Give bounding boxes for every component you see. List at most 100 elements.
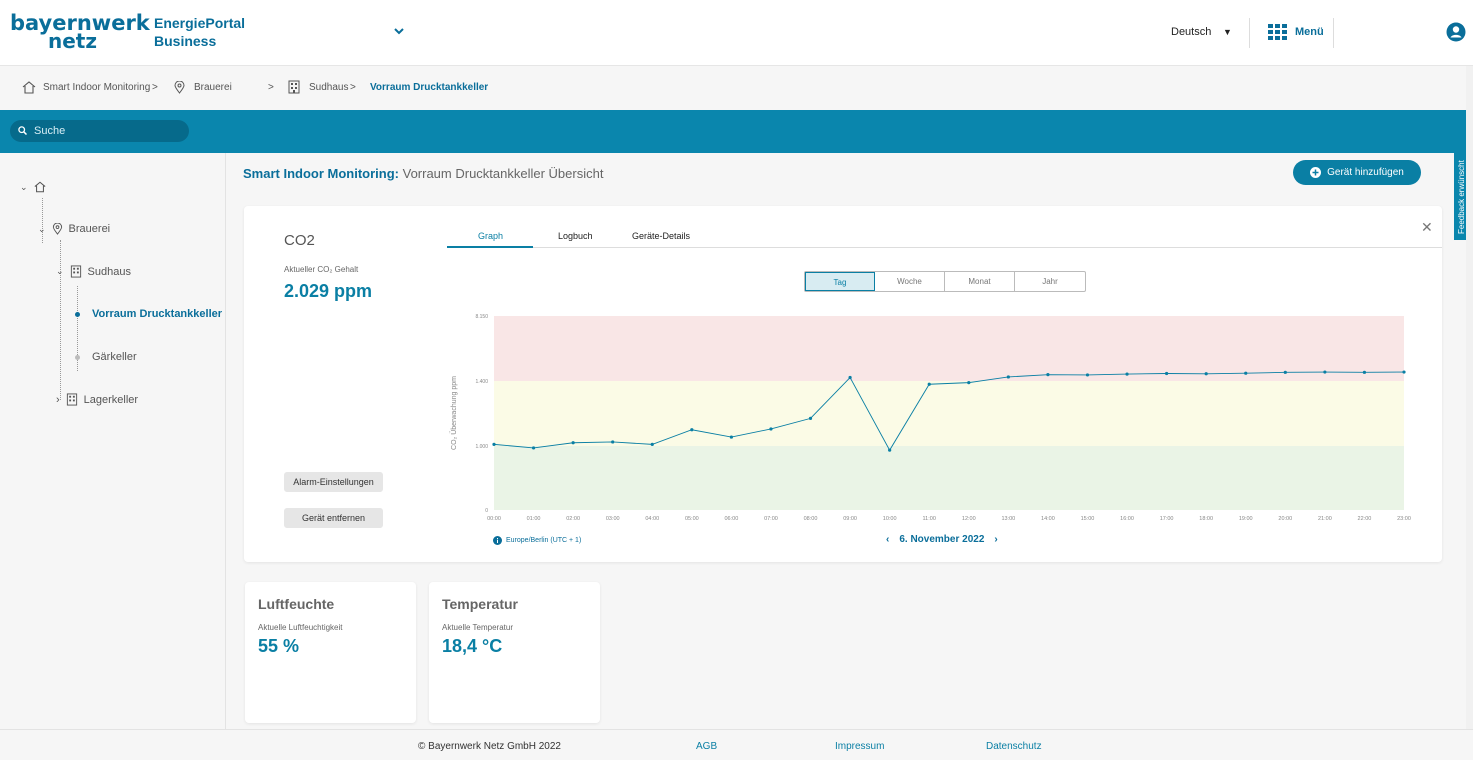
breadcrumb-item-sudhaus[interactable]: Sudhaus [309,82,349,93]
tree-item-lagerkeller[interactable]: › Lagerkeller [56,393,138,406]
agb-link[interactable]: AGB [696,741,718,752]
x-tick-label: 13:00 [1001,516,1015,522]
active-dot-icon [75,311,80,317]
co2-sub-label: Aktueller CO₂ Gehalt [284,265,359,274]
tree-item-label: Brauerei [68,223,111,235]
x-tick-label: 15:00 [1081,516,1095,522]
x-tick-label: 22:00 [1358,516,1372,522]
datenschutz-link[interactable]: Datenschutz [986,741,1042,752]
temperature-title: Temperatur [442,596,518,612]
co2-card: CO2 Aktueller CO₂ Gehalt 2.029 ppm Alarm… [244,206,1442,562]
impressum-link[interactable]: Impressum [835,741,885,752]
tree-item-brauerei[interactable]: ⌄ Brauerei [38,223,110,235]
temperature-card[interactable]: Temperatur Aktuelle Temperatur 18,4 °C [429,582,600,723]
breadcrumb-item-monitoring[interactable]: Smart Indoor Monitoring [43,82,151,93]
tab-geraete-details[interactable]: Geräte-Details [632,231,691,241]
chevron-down-icon[interactable] [392,24,406,38]
top-bar: bayernwerk netz EnergiePortal Business D… [0,0,1473,66]
period-tag[interactable]: Tag [805,272,875,291]
tree-root[interactable]: ⌄ [20,181,46,193]
x-tick-label: 03:00 [606,516,620,522]
location-pin-icon [174,81,185,94]
x-tick-label: 18:00 [1199,516,1213,522]
chevron-right-icon[interactable]: › [56,393,60,406]
co2-data-point [1165,371,1169,376]
x-tick-label: 23:00 [1397,516,1411,522]
copyright: © Bayernwerk Netz GmbH 2022 [418,741,561,752]
x-tick-label: 01:00 [527,516,541,522]
chevron-down-icon[interactable]: ⌄ [20,181,28,192]
tab-graph[interactable]: Graph [478,231,504,241]
co2-data-point [690,428,694,432]
search-placeholder: Suche [34,125,66,137]
temperature-sub-label: Aktuelle Temperatur [442,623,513,632]
add-device-button[interactable]: Gerät hinzufügen [1293,160,1421,185]
tree-line [42,198,43,243]
language-select[interactable]: Deutsch [1171,26,1212,38]
caret-down-icon[interactable]: ▼ [1223,27,1232,37]
breadcrumb-current: Vorraum Drucktankkeller [370,82,489,93]
search-input[interactable]: Suche [10,120,189,142]
humidity-card[interactable]: Luftfeuchte Aktuelle Luftfeuchtigkeit 55… [245,582,416,723]
humidity-value: 55 % [258,636,300,656]
co2-data-point [571,441,575,445]
co2-data-point [1244,371,1248,375]
co2-data-point [848,375,852,380]
period-monat[interactable]: Monat [945,272,1015,291]
breadcrumb-item-brauerei[interactable]: Brauerei [194,82,232,93]
x-tick-label: 10:00 [883,516,897,522]
portal-switcher[interactable]: EnergiePortal Business [154,14,245,50]
dot-icon [75,354,80,360]
period-jahr[interactable]: Jahr [1042,277,1058,286]
co2-data-point [1362,370,1367,374]
x-tick-label: 19:00 [1239,516,1253,522]
footer: © Bayernwerk Netz GmbH 2022 AGB Impressu… [0,729,1473,760]
location-pin-icon [52,223,62,235]
tree-item-gaerkeller[interactable]: Gärkeller [75,351,137,363]
grid-menu-icon[interactable] [1268,24,1288,40]
info-icon [493,536,502,545]
y-tick-label: 0 [485,508,488,514]
portal-name-line2: Business [154,33,217,49]
tree-item-vorraum[interactable]: Vorraum Drucktankkeller [75,308,222,320]
divider [1333,18,1334,48]
prev-day-icon[interactable]: ‹ [886,534,890,545]
tab-logbuch[interactable]: Logbuch [558,231,593,241]
feedback-label: Feedback erwünscht [1457,160,1466,234]
chevron-down-icon[interactable]: ⌄ [38,223,46,234]
x-tick-label: 09:00 [843,516,857,522]
y-tick-label: 8.150 [475,314,488,320]
x-tick-label: 11:00 [923,516,936,522]
add-device-label: Gerät hinzufügen [1327,167,1404,178]
breadcrumb-separator: > [350,82,356,93]
divider [1249,18,1250,48]
breadcrumb: Smart Indoor Monitoring > Brauerei > Sud… [0,67,1473,109]
menu-button[interactable]: Menü [1295,26,1324,38]
next-day-icon[interactable]: › [994,534,998,545]
logo-line2: netz [48,29,98,53]
co2-tabs: Graph Logbuch Geräte-Details [447,226,1442,248]
remove-device-button[interactable]: Gerät entfernen [284,508,383,528]
co2-data-point [611,440,615,444]
tree-item-label: Lagerkeller [83,393,139,406]
co2-data-point [1085,373,1090,377]
co2-data-point [967,381,971,385]
chevron-down-icon[interactable]: ⌄ [56,266,64,276]
tree-item-label: Gärkeller [92,351,137,363]
x-tick-label: 00:00 [487,516,501,522]
close-icon[interactable]: ✕ [1421,219,1433,235]
active-tab-indicator [447,246,533,248]
tree-line [77,286,78,371]
tree-item-label: Vorraum Drucktankkeller [92,308,223,320]
home-icon[interactable] [22,81,36,94]
alarm-settings-button[interactable]: Alarm-Einstellungen [284,472,383,492]
x-tick-label: 17:00 [1160,516,1174,522]
page-scrollbar[interactable] [1466,66,1473,729]
tree-item-sudhaus[interactable]: ⌄ Sudhaus [56,265,131,278]
user-account-icon[interactable] [1446,22,1466,42]
period-woche[interactable]: Woche [875,272,945,291]
x-tick-label: 04:00 [645,516,659,522]
y-axis-label: CO₂ Überwachung ppm [450,376,458,450]
bayernwerk-logo[interactable]: bayernwerk netz [10,13,150,53]
date-navigation: ‹ 6. November 2022 › [886,534,998,545]
